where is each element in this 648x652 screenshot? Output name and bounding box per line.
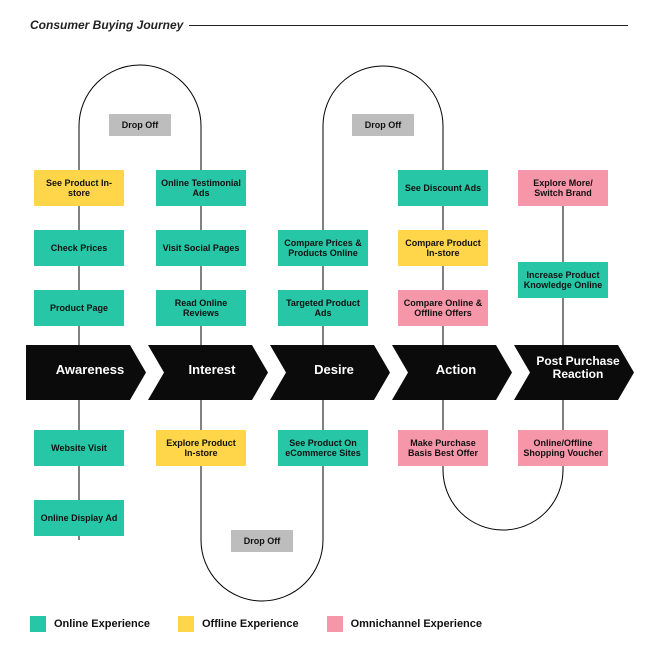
legend-swatch <box>178 616 194 632</box>
journey-box: Visit Social Pages <box>156 230 246 266</box>
legend-label: Online Experience <box>54 618 150 630</box>
journey-box: See Discount Ads <box>398 170 488 206</box>
stage-label: Interest <box>162 363 262 377</box>
drop-off-tag: Drop Off <box>231 530 293 552</box>
journey-box: Online Display Ad <box>34 500 124 536</box>
legend-swatch <box>30 616 46 632</box>
legend-item: Omnichannel Experience <box>327 616 482 632</box>
journey-box: Explore Product In-store <box>156 430 246 466</box>
journey-box: Compare Product In-store <box>398 230 488 266</box>
journey-box: Online Testimonial Ads <box>156 170 246 206</box>
journey-box: Compare Online & Offline Offers <box>398 290 488 326</box>
legend-item: Offline Experience <box>178 616 299 632</box>
stage-label: Post Purchase Reaction <box>528 355 628 381</box>
stage-label: Action <box>406 363 506 377</box>
legend-label: Omnichannel Experience <box>351 618 482 630</box>
diagram-svg <box>0 0 648 652</box>
journey-box: Online/Offline Shopping Voucher <box>518 430 608 466</box>
legend-item: Online Experience <box>30 616 150 632</box>
journey-box: Check Prices <box>34 230 124 266</box>
journey-box: Compare Prices & Products Online <box>278 230 368 266</box>
drop-off-tag: Drop Off <box>109 114 171 136</box>
journey-box: Product Page <box>34 290 124 326</box>
journey-box: See Product On eCommerce Sites <box>278 430 368 466</box>
stage-label: Desire <box>284 363 384 377</box>
journey-box: Read Online Reviews <box>156 290 246 326</box>
journey-box: Targeted Product Ads <box>278 290 368 326</box>
journey-box: Increase Product Knowledge Online <box>518 262 608 298</box>
journey-box: Explore More/ Switch Brand <box>518 170 608 206</box>
legend-swatch <box>327 616 343 632</box>
legend: Online Experience Offline Experience Omnic… <box>30 616 628 632</box>
stage-label: Awareness <box>40 363 140 377</box>
drop-off-tag: Drop Off <box>352 114 414 136</box>
journey-box: Website Visit <box>34 430 124 466</box>
journey-box: See Product In-store <box>34 170 124 206</box>
journey-box: Make Purchase Basis Best Offer <box>398 430 488 466</box>
legend-label: Offline Experience <box>202 618 299 630</box>
consumer-journey-diagram: Consumer Buying Journey Online Experienc… <box>0 0 648 652</box>
